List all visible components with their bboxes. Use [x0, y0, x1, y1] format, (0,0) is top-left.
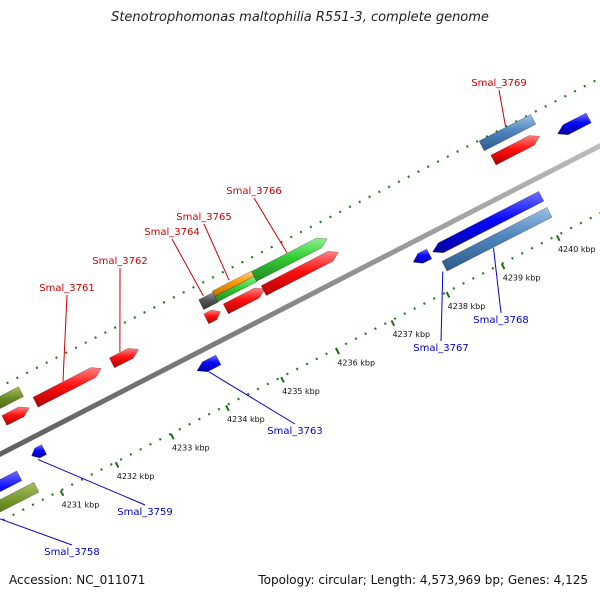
tick-mark-4233	[169, 433, 175, 440]
feature-red-b	[222, 287, 266, 315]
gene-label-smal_3764: Smal_3764	[144, 227, 199, 238]
tick-label-4234: 4234 kbp	[227, 415, 265, 424]
feature-olive-a	[0, 386, 25, 410]
tick-label-4236: 4236 kbp	[337, 359, 375, 368]
tick-label-4239: 4239 kbp	[503, 274, 541, 283]
feature-smal-3767	[432, 190, 545, 254]
gene-label-smal_3762: Smal_3762	[92, 256, 147, 267]
feature-smal-3763	[196, 354, 222, 373]
tick-mark-4236	[335, 348, 340, 355]
leader-line-smal_3758	[0, 518, 73, 546]
tick-label-4233: 4233 kbp	[172, 444, 210, 453]
tick-label-4232: 4232 kbp	[117, 472, 155, 481]
feature-blue-a	[0, 470, 23, 493]
feature-smal-3764-small	[203, 309, 221, 325]
feature-smal-3758	[0, 481, 40, 513]
feature-red-c	[260, 251, 339, 296]
tick-label-4238: 4238 kbp	[448, 302, 486, 311]
gene-label-smal_3761: Smal_3761	[39, 283, 94, 294]
dotted-track-lower	[0, 212, 600, 523]
gene-label-smal_3768: Smal_3768	[473, 315, 528, 326]
gene-label-smal_3767: Smal_3767	[413, 343, 468, 354]
leader-line-smal_3765	[203, 223, 230, 281]
tick-mark-4240	[556, 234, 561, 242]
feature-smal-3762	[108, 348, 140, 369]
tick-mark-4234	[225, 405, 230, 412]
feature-red-d	[490, 135, 541, 166]
feature-track-layer	[0, 77, 600, 523]
gene-label-smal_3759: Smal_3759	[117, 507, 172, 518]
tick-label-4237: 4237 kbp	[392, 330, 430, 339]
gene-label-smal_3758: Smal_3758	[44, 547, 99, 558]
feature-smal-3761	[32, 367, 102, 408]
leader-line-smal_3769	[498, 89, 507, 127]
feature-smal-3768	[441, 206, 553, 272]
gene-label-smal_3769: Smal_3769	[471, 78, 526, 89]
tick-mark-4231	[59, 490, 65, 497]
gene-label-smal_3765: Smal_3765	[176, 212, 231, 223]
backbone-line	[0, 143, 600, 457]
leader-line-smal_3759	[37, 458, 146, 506]
feature-blue-b	[412, 248, 433, 264]
leader-line-smal_3763	[208, 371, 296, 425]
leader-line-smal_3761	[62, 294, 68, 382]
feature-red-a	[1, 406, 30, 426]
feature-smal-3766	[251, 237, 328, 282]
tick-mark-4239	[500, 263, 506, 270]
axis-tick-layer: 4231 kbp 4232 kbp 4233 kbp 4234 kbp 4235 kbp…	[59, 234, 596, 509]
tick-label-4231: 4231 kbp	[62, 500, 100, 509]
leader-line-smal_3766	[253, 197, 288, 253]
feature-smal-3769	[478, 114, 537, 152]
leader-line-smal_3767	[440, 271, 444, 342]
genome-summary-text: Topology: circular; Length: 4,573,969 bp…	[258, 573, 588, 587]
gene-label-smal_3763: Smal_3763	[267, 426, 322, 437]
accession-text: Accession: NC_011071	[9, 573, 146, 587]
leader-line-smal_3768	[493, 247, 502, 314]
feature-smal-3765-green	[214, 275, 258, 303]
tick-mark-4235	[280, 376, 285, 383]
leader-line-smal_3764	[171, 238, 204, 296]
feature-smal-3764	[198, 292, 219, 311]
tick-label-4240: 4240 kbp	[558, 245, 596, 254]
tick-mark-4232	[114, 461, 120, 468]
tick-mark-4238	[445, 291, 451, 298]
feature-smal-3759-small	[31, 444, 48, 459]
dotted-track-upper	[0, 77, 600, 388]
tick-label-4235: 4235 kbp	[282, 387, 320, 396]
map-title: Stenotrophomonas maltophilia R551-3, com…	[111, 10, 489, 25]
feature-blue-edge	[557, 112, 592, 136]
tick-mark-4237	[390, 319, 396, 327]
gene-label-layer: Smal_3758 Smal_3759 Smal_3761 Smal_3762 Smal…	[0, 78, 529, 558]
gene-label-smal_3766: Smal_3766	[226, 186, 281, 197]
